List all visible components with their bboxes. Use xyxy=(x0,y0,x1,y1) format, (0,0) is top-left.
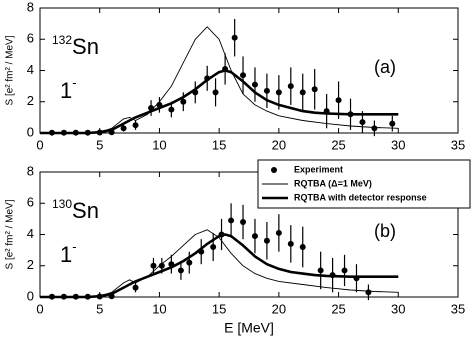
data-point xyxy=(132,122,139,129)
multipolarity-label: 1- xyxy=(60,75,77,102)
data-point xyxy=(212,89,219,96)
data-point xyxy=(186,259,193,266)
x-tick-label: 5 xyxy=(96,301,103,316)
data-point xyxy=(275,89,282,96)
x-tick-label: 0 xyxy=(36,301,43,316)
data-point xyxy=(299,244,306,250)
data-point xyxy=(341,267,348,274)
data-point xyxy=(365,289,372,296)
data-point xyxy=(240,219,247,225)
x-tick-label: 30 xyxy=(391,301,405,316)
y-tick-label: 0 xyxy=(27,288,34,303)
data-point xyxy=(251,81,258,88)
x-tick-label: 0 xyxy=(36,137,43,152)
x-axis-label: E [MeV] xyxy=(224,320,274,336)
data-point xyxy=(132,284,139,291)
data-point xyxy=(299,89,306,96)
data-point xyxy=(228,217,235,224)
x-tick-label: 35 xyxy=(451,301,465,316)
multipolarity-label: 1- xyxy=(60,239,77,266)
data-point xyxy=(180,98,187,105)
y-tick-label: 2 xyxy=(27,257,34,272)
data-point xyxy=(335,97,342,104)
data-point xyxy=(359,119,366,126)
legend-marker xyxy=(271,167,277,173)
x-tick-label: 5 xyxy=(96,137,103,152)
mass-number: 130 xyxy=(52,197,72,211)
legend-label: RQTBA with detector response xyxy=(294,192,427,202)
nucleus-label: 130Sn xyxy=(52,197,99,223)
x-tick-label: 15 xyxy=(212,301,226,316)
y-tick-label: 4 xyxy=(27,62,34,77)
parity: - xyxy=(72,239,76,254)
panel-label: (a) xyxy=(374,57,396,77)
data-point xyxy=(240,72,247,79)
data-point xyxy=(275,229,282,236)
data-point xyxy=(311,86,318,93)
y-tick-label: 2 xyxy=(27,93,34,108)
parity: - xyxy=(72,75,76,90)
data-point xyxy=(150,262,157,269)
nucleus-label: 132Sn xyxy=(52,33,99,59)
folded-curve xyxy=(40,69,399,135)
mass-number: 132 xyxy=(52,33,72,47)
folded-curve xyxy=(40,233,399,299)
y-tick-label: 8 xyxy=(27,0,34,14)
multipolarity: 1 xyxy=(60,242,72,267)
x-tick-label: 10 xyxy=(152,137,166,152)
x-tick-label: 35 xyxy=(451,137,465,152)
data-point xyxy=(263,87,270,94)
data-point xyxy=(168,106,175,113)
element-symbol: Sn xyxy=(72,34,99,59)
data-point xyxy=(120,125,127,132)
y-tick-label: 6 xyxy=(27,31,34,46)
data-point xyxy=(210,244,217,250)
panel-label: (b) xyxy=(374,221,396,241)
x-tick-label: 15 xyxy=(212,137,226,152)
x-tick-label: 10 xyxy=(152,301,166,316)
data-point xyxy=(371,125,378,132)
data-point xyxy=(317,267,324,274)
legend-box xyxy=(257,159,471,209)
x-tick-label: 25 xyxy=(331,301,345,316)
y-tick-label: 8 xyxy=(27,163,34,178)
x-tick-label: 30 xyxy=(391,137,405,152)
y-axis-label: S [e² fm² / MeV] xyxy=(5,35,16,105)
x-tick-label: 20 xyxy=(272,301,286,316)
data-point xyxy=(251,233,258,240)
legend-label: Experiment xyxy=(294,164,343,174)
element-symbol: Sn xyxy=(72,198,99,223)
y-axis-label: S [e² fm² / MeV] xyxy=(5,199,16,269)
x-tick-label: 25 xyxy=(331,137,345,152)
y-tick-label: 4 xyxy=(27,226,34,241)
data-point xyxy=(177,267,184,274)
legend-label: RQTBA (Δ=1 MeV) xyxy=(294,178,372,188)
data-point xyxy=(263,237,270,244)
data-point xyxy=(231,34,238,41)
y-tick-label: 0 xyxy=(27,124,34,139)
data-point xyxy=(389,120,396,127)
y-tick-label: 6 xyxy=(27,195,34,210)
data-point xyxy=(158,262,165,269)
multipolarity: 1 xyxy=(60,78,72,103)
x-tick-label: 20 xyxy=(272,137,286,152)
data-point xyxy=(287,240,294,247)
data-point xyxy=(287,83,294,90)
